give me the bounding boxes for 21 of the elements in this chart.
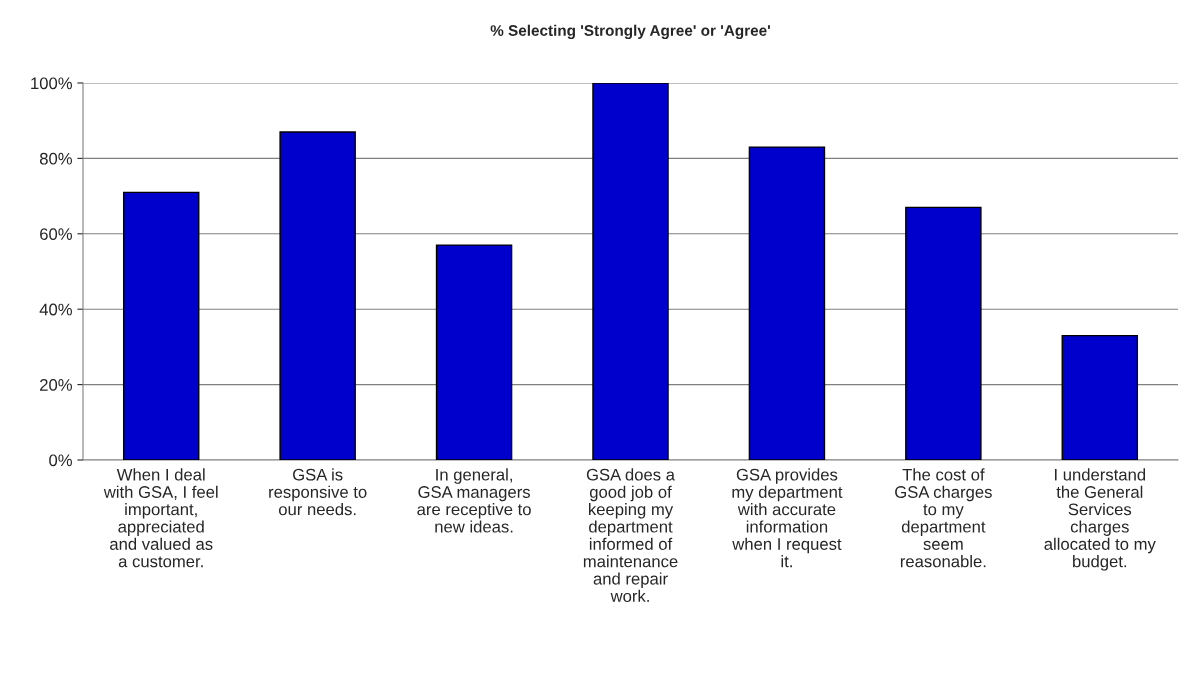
y-tick-label: 80% [39, 152, 72, 165]
x-tick-label: The cost of GSA charges to my department seem reasonable. [895, 468, 992, 568]
x-tick-label: GSA provides my department with accurate information when I request it. [732, 468, 843, 568]
bar [905, 206, 982, 460]
bar [748, 146, 826, 460]
x-tick-label: In general, GSA managers are receptive to new ideas. [417, 468, 531, 533]
y-tick-label: 60% [40, 228, 72, 240]
y-tick-label: 40% [39, 303, 72, 316]
y-tick-label: 0% [49, 454, 72, 467]
chart-title: % Selecting 'Strongly Agree' or 'Agree' [490, 24, 770, 40]
y-tick-label: 20% [40, 379, 72, 391]
bar [435, 244, 513, 460]
bar [122, 191, 200, 460]
x-tick-label: I understand the General Services charges allocated to my budget. [1044, 468, 1156, 571]
bar [279, 131, 356, 460]
x-tick-label: GSA does a good job of keeping my department informed of maintenance and repair work. [583, 468, 678, 603]
bar [1061, 334, 1139, 460]
x-tick-label: GSA is responsive to our needs. [269, 468, 367, 516]
y-tick-label: 100% [31, 77, 72, 90]
x-tick-label: When I deal with GSA, I feel important, appreciated and valued as a customer. [103, 468, 218, 568]
bar [592, 83, 669, 460]
